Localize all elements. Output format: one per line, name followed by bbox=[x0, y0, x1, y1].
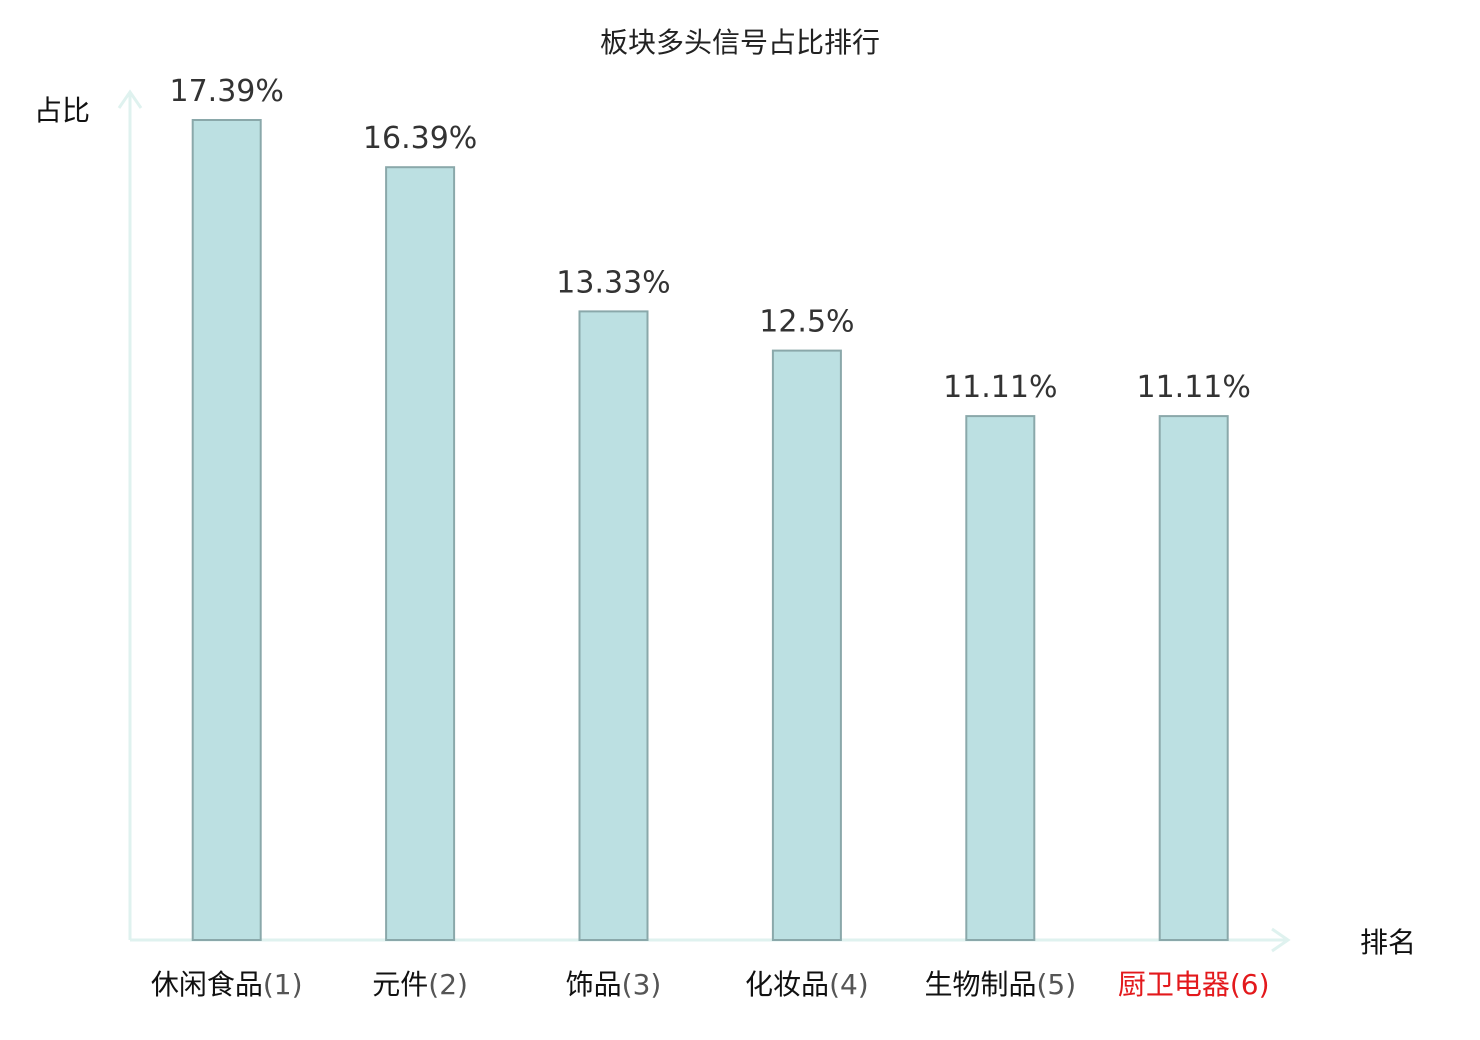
bar bbox=[1158, 415, 1229, 942]
value-labels-group: 17.39% 16.39% 13.33% 12.5% 11.11% 11.11% bbox=[170, 74, 1251, 405]
bar-value-label: 13.33% bbox=[556, 265, 670, 300]
bar bbox=[191, 119, 262, 941]
category-rank: (3) bbox=[622, 968, 662, 1001]
category-rank: (5) bbox=[1036, 968, 1076, 1001]
category-tick-label: 化妆品(4) bbox=[745, 968, 869, 1001]
category-rank: (1) bbox=[263, 968, 303, 1001]
category-rank: (6) bbox=[1230, 968, 1270, 1001]
category-tick-label: 饰品(3) bbox=[566, 968, 662, 1001]
category-name: 生物制品 bbox=[924, 968, 1036, 1001]
bar-value-label: 17.39% bbox=[170, 74, 284, 109]
y-axis-label: 占比 bbox=[34, 94, 90, 127]
category-tick-label: 休闲食品(1) bbox=[151, 968, 303, 1001]
bar bbox=[771, 349, 842, 942]
bars-group bbox=[191, 119, 1229, 942]
x-axis-label: 排名 bbox=[1360, 926, 1416, 959]
bar-value-label: 16.39% bbox=[363, 121, 477, 156]
bar-value-label: 11.11% bbox=[943, 370, 1057, 405]
category-rank: (4) bbox=[829, 968, 869, 1001]
category-name: 厨卫电器 bbox=[1118, 968, 1230, 1001]
chart-title: 板块多头信号占比排行 bbox=[600, 26, 880, 59]
category-labels-group: 休闲食品(1) 元件(2) 饰品(3) 化妆品(4) 生物制品(5) 厨卫电器(6) bbox=[151, 968, 1270, 1001]
bar-value-label: 12.5% bbox=[759, 305, 854, 340]
category-rank: (2) bbox=[428, 968, 468, 1001]
x-axis-arrow bbox=[1271, 927, 1291, 953]
category-name: 休闲食品 bbox=[151, 968, 263, 1001]
category-name: 饰品 bbox=[566, 968, 622, 1001]
category-tick-label: 元件(2) bbox=[372, 968, 468, 1001]
axes bbox=[117, 89, 1291, 953]
category-tick-label: 生物制品(5) bbox=[924, 968, 1076, 1001]
y-axis-arrow bbox=[117, 89, 143, 109]
bar bbox=[965, 415, 1036, 942]
bar bbox=[578, 310, 649, 941]
category-tick-label: 厨卫电器(6) bbox=[1118, 968, 1270, 1001]
category-name: 元件 bbox=[372, 968, 428, 1001]
category-name: 化妆品 bbox=[745, 968, 829, 1001]
bar-value-label: 11.11% bbox=[1137, 370, 1251, 405]
bar bbox=[385, 166, 456, 941]
